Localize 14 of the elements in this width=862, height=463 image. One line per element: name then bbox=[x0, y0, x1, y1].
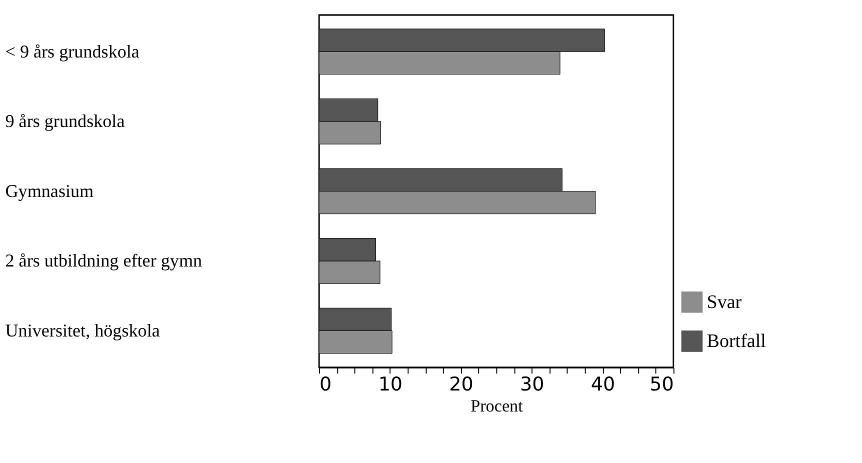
x-tick-label: 40 bbox=[590, 374, 616, 396]
y-tick-label: 2 års utbildning efter gymn bbox=[5, 250, 202, 271]
x-tick-label: 0 bbox=[320, 374, 332, 396]
y-tick-label: 9 års grundskola bbox=[5, 111, 125, 132]
x-tick-label: 20 bbox=[449, 374, 474, 396]
x-tick-label: 10 bbox=[378, 374, 403, 396]
y-tick-label: < 9 års grundskola bbox=[5, 41, 140, 62]
x-tick-label: 30 bbox=[520, 374, 544, 396]
x-axis-title: Procent bbox=[470, 396, 524, 416]
legend-label: Bortfall bbox=[706, 330, 766, 352]
legend-label: Svar bbox=[706, 292, 742, 313]
x-tick-label: 50 bbox=[650, 374, 674, 396]
y-tick-label: Universitet, högskola bbox=[5, 320, 160, 340]
y-tick-label: Gymnasium bbox=[5, 180, 94, 201]
